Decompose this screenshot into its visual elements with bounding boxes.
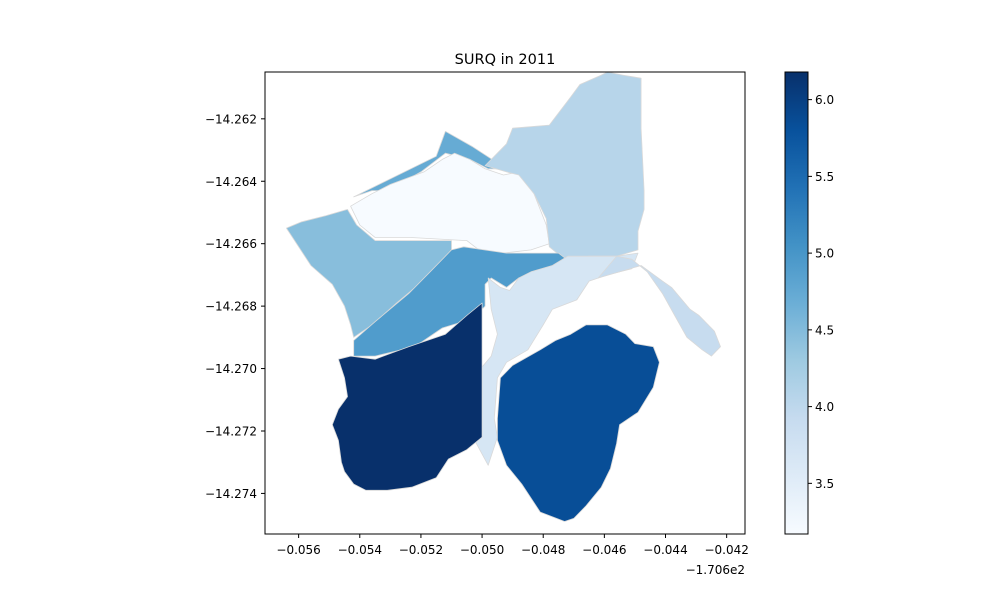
- x-tick-label: −0.044: [643, 543, 687, 557]
- y-tick-label: −14.272: [205, 424, 257, 438]
- y-axis-ticks: −14.262 −14.264 −14.266 −14.268 −14.270 −14.2…: [205, 112, 265, 501]
- colorbar-tick-label: 5.0: [815, 247, 834, 261]
- colorbar-tick-label: 4.0: [815, 400, 834, 414]
- plot-frame: [264, 71, 746, 535]
- x-axis-offset-label: −1.706e2: [686, 563, 745, 577]
- x-tick-label: −0.056: [276, 543, 320, 557]
- y-tick-label: −14.270: [205, 362, 257, 376]
- map-region-2: [350, 152, 550, 254]
- map-regions: [285, 71, 721, 522]
- x-tick-label: −0.050: [460, 543, 504, 557]
- chart-title: SURQ in 2011: [455, 52, 556, 68]
- map-region-8: [331, 302, 483, 491]
- x-tick-label: −0.042: [704, 543, 748, 557]
- colorbar-tick-label: 4.5: [815, 323, 834, 337]
- map-region-3: [484, 71, 645, 260]
- colorbar-tick-label: 6.0: [815, 93, 834, 107]
- y-tick-label: −14.268: [205, 300, 257, 314]
- y-tick-label: −14.262: [205, 112, 257, 126]
- y-tick-label: −14.274: [205, 487, 257, 501]
- map-region-7: [597, 255, 721, 357]
- y-tick-label: −14.266: [205, 237, 257, 251]
- x-axis-ticks: −0.056 −0.054 −0.052 −0.050 −0.048 −0.046 −0.0…: [276, 534, 749, 557]
- x-tick-label: −0.048: [521, 543, 565, 557]
- colorbar: [784, 71, 809, 535]
- y-tick-label: −14.264: [205, 175, 257, 189]
- colorbar-tick-label: 5.5: [815, 170, 834, 184]
- x-tick-label: −0.054: [338, 543, 382, 557]
- x-tick-label: −0.046: [582, 543, 626, 557]
- x-tick-label: −0.052: [399, 543, 443, 557]
- colorbar-ticks: 3.5 4.0 4.5 5.0 5.5 6.0: [808, 93, 834, 491]
- colorbar-tick-label: 3.5: [815, 477, 834, 491]
- map-region-9: [496, 324, 660, 522]
